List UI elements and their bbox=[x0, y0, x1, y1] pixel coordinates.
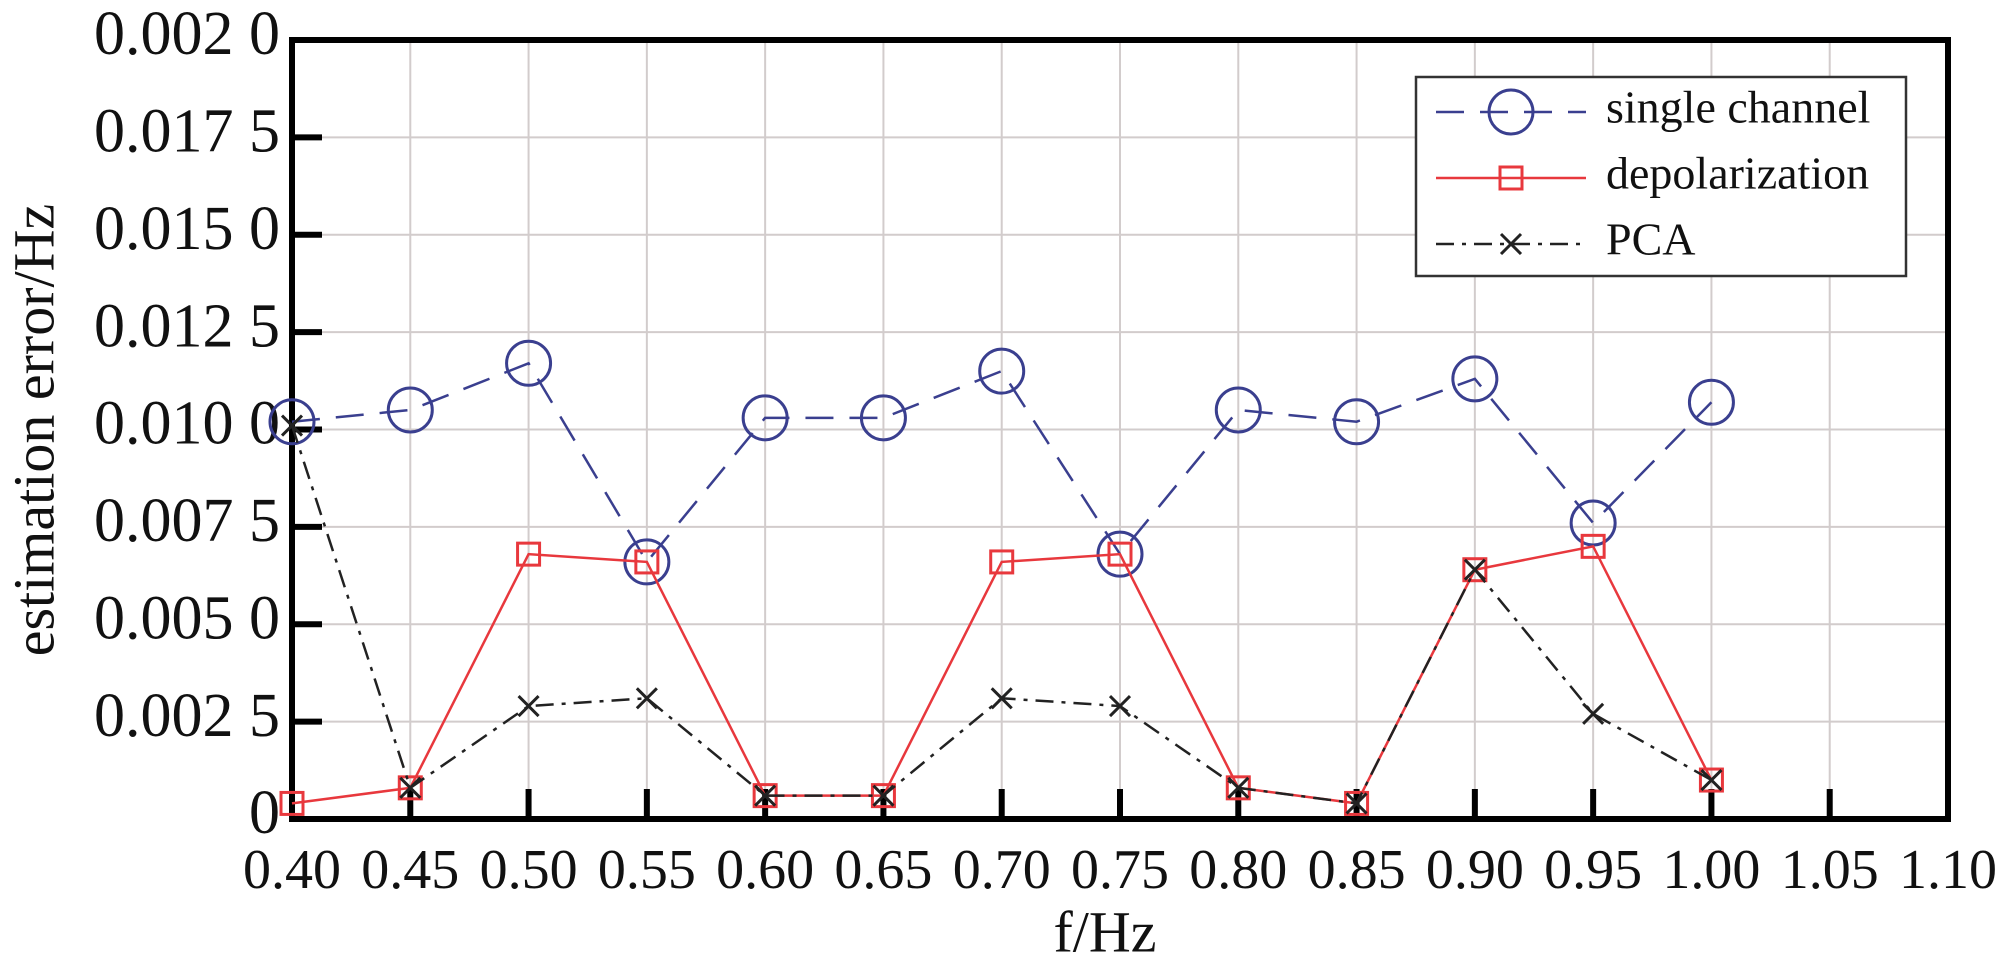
x-tick-label: 0.70 bbox=[953, 839, 1051, 901]
marker bbox=[978, 347, 1026, 395]
marker bbox=[990, 687, 1013, 710]
legend-box bbox=[1414, 75, 1908, 278]
marker bbox=[741, 394, 789, 442]
x-tick-label: 0.55 bbox=[598, 839, 696, 901]
marker bbox=[1451, 355, 1499, 403]
x-tick-label: 0.60 bbox=[716, 839, 814, 901]
x-tick-label: 0.50 bbox=[480, 839, 578, 901]
legend-label: PCA bbox=[1606, 214, 1695, 265]
marker bbox=[1487, 88, 1535, 136]
marker bbox=[268, 398, 316, 446]
x-tick-label: 0.45 bbox=[361, 839, 459, 901]
marker bbox=[1108, 694, 1132, 718]
marker bbox=[1345, 792, 1368, 815]
x-axis-label: f/Hz bbox=[1053, 899, 1156, 964]
marker bbox=[279, 790, 305, 816]
y-tick-label: 0.007 5 bbox=[94, 487, 280, 555]
marker bbox=[1227, 776, 1250, 799]
marker bbox=[1580, 533, 1606, 559]
marker bbox=[634, 549, 660, 575]
x-tick-label: 0.65 bbox=[834, 839, 932, 901]
marker bbox=[1687, 378, 1735, 426]
marker bbox=[872, 784, 895, 807]
y-tick-label: 0.002 5 bbox=[94, 682, 280, 750]
marker bbox=[1333, 398, 1381, 446]
marker bbox=[397, 775, 423, 801]
marker bbox=[516, 541, 542, 567]
y-tick-label: 0.017 5 bbox=[94, 98, 280, 166]
x-tick-label: 0.90 bbox=[1426, 839, 1524, 901]
marker bbox=[859, 394, 907, 442]
marker bbox=[280, 414, 304, 437]
marker bbox=[623, 538, 671, 586]
x-tick-label: 1.05 bbox=[1781, 839, 1879, 901]
x-tick-label: 0.75 bbox=[1071, 839, 1169, 901]
y-tick-label: 0 bbox=[249, 779, 280, 847]
marker bbox=[517, 694, 540, 718]
marker bbox=[635, 687, 658, 710]
y-tick-label: 0.010 0 bbox=[94, 390, 280, 458]
legend-label: depolarization bbox=[1606, 148, 1869, 199]
marker bbox=[1225, 775, 1251, 801]
marker bbox=[1499, 232, 1523, 256]
y-tick-label: 0.005 0 bbox=[94, 584, 280, 652]
x-tick-label: 0.85 bbox=[1308, 839, 1406, 901]
x-tick-label: 0.80 bbox=[1189, 839, 1287, 901]
x-tick-label: 0.40 bbox=[243, 839, 341, 901]
marker bbox=[1096, 530, 1144, 578]
marker bbox=[1107, 541, 1133, 567]
y-tick-label: 0.012 5 bbox=[94, 292, 280, 360]
marker bbox=[505, 339, 553, 387]
marker bbox=[1582, 702, 1605, 725]
marker bbox=[399, 776, 422, 799]
marker bbox=[386, 386, 434, 434]
x-tick-label: 1.10 bbox=[1899, 839, 1997, 901]
marker bbox=[1463, 558, 1486, 581]
marker bbox=[1698, 767, 1724, 793]
x-tick-label: 1.00 bbox=[1662, 839, 1760, 901]
x-tick-label: 0.95 bbox=[1544, 839, 1642, 901]
y-tick-label: 0.002 0 bbox=[94, 0, 280, 68]
legend: single channel depolarization PCA bbox=[1414, 75, 1908, 278]
marker bbox=[1344, 790, 1370, 816]
legend-label: single channel bbox=[1606, 82, 1870, 133]
y-axis-label: estimation error/Hz bbox=[1, 204, 66, 657]
marker bbox=[1214, 386, 1262, 434]
y-tick-label: 0.015 0 bbox=[94, 195, 280, 263]
series-line bbox=[291, 361, 1713, 565]
marker bbox=[1498, 165, 1524, 191]
marker bbox=[754, 784, 777, 807]
marker bbox=[1462, 557, 1488, 583]
marker bbox=[1569, 499, 1617, 547]
marker bbox=[989, 549, 1015, 575]
marker bbox=[1700, 768, 1723, 792]
